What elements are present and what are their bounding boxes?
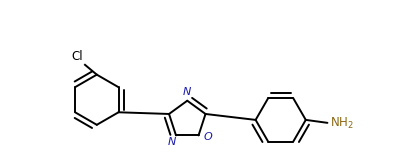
Text: NH$_2$: NH$_2$ (330, 116, 354, 131)
Text: O: O (204, 132, 212, 142)
Text: N: N (183, 87, 191, 97)
Text: N: N (168, 137, 176, 147)
Text: Cl: Cl (71, 50, 83, 63)
